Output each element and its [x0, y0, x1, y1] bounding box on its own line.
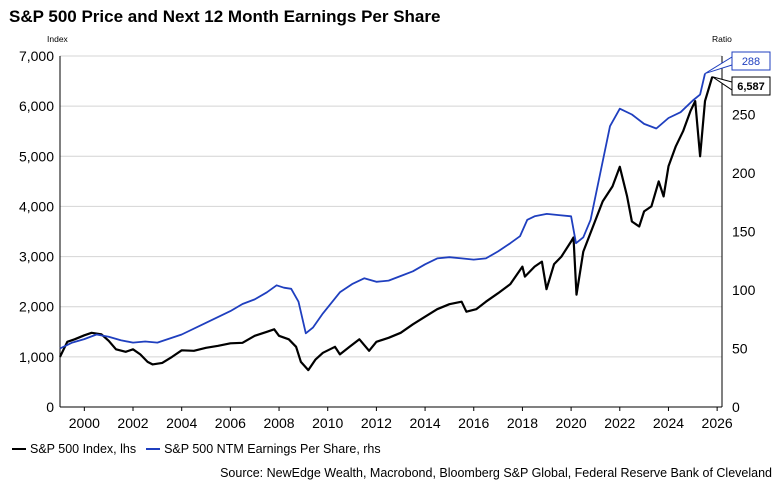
series-layer: [59, 73, 714, 372]
x-tick-label: 2004: [166, 415, 197, 431]
right-axis-title: Ratio: [712, 34, 732, 44]
right-tick-label: 50: [732, 341, 748, 357]
end-label-sp500-box: [731, 76, 771, 96]
axes: 0 1,000 2,000 3,000 4,000 5,000 6,000 7,000 0 50 1…: [19, 34, 756, 431]
x-tick-label: 2026: [702, 415, 733, 431]
left-tick-label: 3,000: [19, 249, 54, 265]
x-tick-label: 2006: [215, 415, 246, 431]
right-tick-label: 0: [732, 399, 740, 415]
left-tick-label: 1,000: [19, 349, 54, 365]
end-label-eps-box: [731, 51, 771, 71]
legend-item-sp500: S&P 500 Index, lhs: [12, 442, 136, 456]
series-line-0: [59, 76, 714, 372]
x-tick-label: 2022: [604, 415, 635, 431]
left-tick-label: 6,000: [19, 98, 54, 114]
right-tick-label: 250: [732, 107, 756, 123]
legend-label-eps: S&P 500 NTM Earnings Per Share, rhs: [164, 442, 381, 456]
x-tick-label: 2024: [653, 415, 684, 431]
x-tick-label: 2020: [556, 415, 587, 431]
left-tick-label: 2,000: [19, 299, 54, 315]
gridlines: [60, 55, 722, 358]
right-tick-label: 200: [732, 165, 756, 181]
x-tick-label: 2016: [458, 415, 489, 431]
series-line-1: [59, 73, 706, 350]
x-tick-label: 2012: [361, 415, 392, 431]
legend-swatch-eps: [146, 448, 161, 450]
legend-label-sp500: S&P 500 Index, lhs: [30, 442, 137, 456]
x-tick-label: 2010: [312, 415, 343, 431]
chart-title: S&P 500 Price and Next 12 Month Earnings…: [9, 7, 441, 26]
x-tick-label: 2014: [409, 415, 440, 431]
end-label-eps-pointer: [704, 56, 733, 75]
legend-swatch-sp500: [12, 448, 26, 450]
x-tick-label: 2018: [507, 415, 538, 431]
right-tick-label: 150: [732, 224, 756, 240]
left-tick-label: 7,000: [19, 48, 54, 64]
left-tick-label: 4,000: [19, 198, 54, 214]
x-tick-label: 2000: [69, 415, 100, 431]
end-label-eps-text: 288: [742, 56, 760, 68]
right-tick-label: 100: [732, 282, 756, 298]
left-tick-label: 0: [46, 399, 54, 415]
left-axis-title: Index: [47, 34, 69, 44]
x-tick-label: 2008: [263, 415, 294, 431]
x-tick-label: 2002: [117, 415, 148, 431]
left-tick-label: 5,000: [19, 148, 54, 164]
source-note: Source: NewEdge Wealth, Macrobond, Bloom…: [220, 466, 772, 480]
legend-item-eps: S&P 500 NTM Earnings Per Share, rhs: [146, 442, 381, 456]
end-label-sp500-text: 6,587: [737, 81, 765, 93]
end-labels: 288 6,587: [704, 51, 771, 96]
legend: S&P 500 Index, lhs S&P 500 NTM Earnings …: [12, 442, 391, 456]
